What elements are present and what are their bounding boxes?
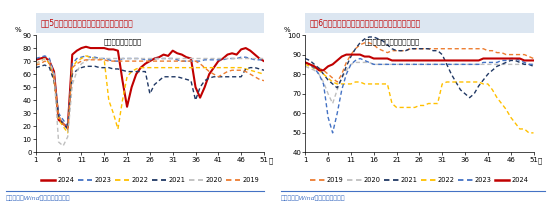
Text: 图表5：近半月汽车半钢胎开工率进一步回升: 图表5：近半月汽车半钢胎开工率进一步回升 xyxy=(40,19,133,28)
Text: 开工率：汽车半钢胎: 开工率：汽车半钢胎 xyxy=(103,39,141,45)
Legend: 2019, 2020, 2021, 2022, 2023, 2024: 2019, 2020, 2021, 2022, 2023, 2024 xyxy=(310,177,529,183)
Text: 周: 周 xyxy=(268,157,273,164)
Legend: 2024, 2023, 2022, 2021, 2020, 2019: 2024, 2023, 2022, 2021, 2020, 2019 xyxy=(41,177,259,183)
Text: 开工率：涤纶长丝；江浙地区: 开工率：涤纶长丝；江浙地区 xyxy=(364,39,420,45)
Y-axis label: %: % xyxy=(14,27,21,33)
Y-axis label: %: % xyxy=(284,27,290,33)
Text: 资料来源：Wind，国盛证券研究所: 资料来源：Wind，国盛证券研究所 xyxy=(6,195,70,201)
Text: 图表6：近半月江浙地区涤纶长丝开工率均值延续微升: 图表6：近半月江浙地区涤纶长丝开工率均值延续微升 xyxy=(310,19,421,28)
Text: 周: 周 xyxy=(538,157,542,164)
Text: 资料来源：Wind，国盛证券研究所: 资料来源：Wind，国盛证券研究所 xyxy=(280,195,345,201)
